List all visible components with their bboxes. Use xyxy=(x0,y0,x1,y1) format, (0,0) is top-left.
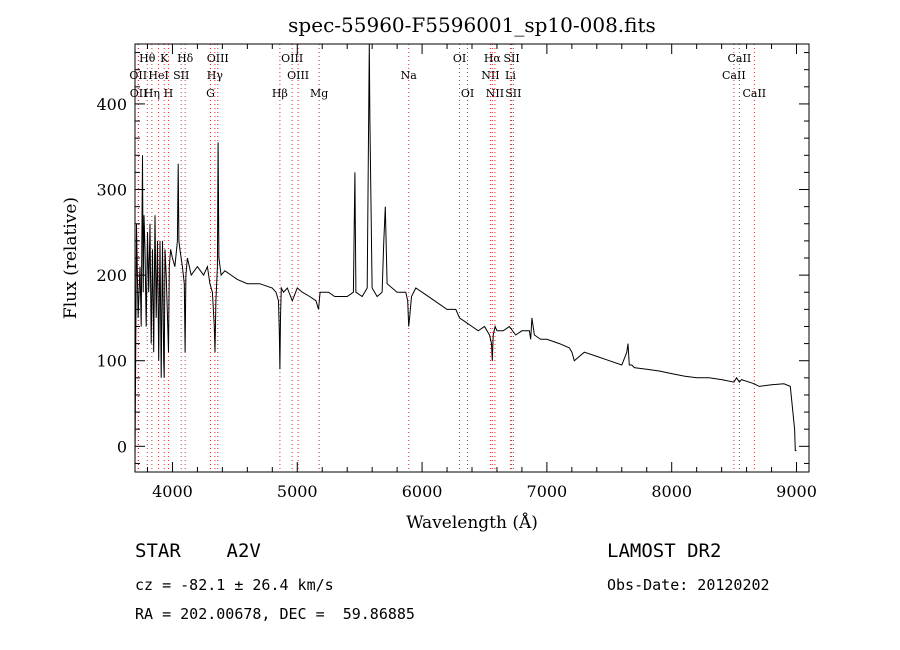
y-tick-label: 0 xyxy=(117,437,127,456)
marker-label: NII xyxy=(486,87,504,100)
redshift-velocity: cz = -82.1 ± 26.4 km/s xyxy=(135,576,334,594)
marker-label: Hγ xyxy=(207,69,224,82)
observation-date: Obs-Date: 20120202 xyxy=(607,576,770,594)
x-tick-label: 6000 xyxy=(402,482,443,501)
spectrum-chart: spec-55960-F5596001_sp10-008.fits Hθ K Hδ O… xyxy=(61,13,817,533)
marker-label: OIII xyxy=(287,69,309,82)
marker-label: K xyxy=(160,52,169,65)
x-axis: 4000 5000 6000 7000 8000 9000 xyxy=(146,44,817,501)
marker-label: Hα xyxy=(484,52,502,65)
marker-label: OI xyxy=(453,52,466,65)
marker-label: Hδ xyxy=(177,52,194,65)
marker-label: HeI xyxy=(148,69,168,82)
marker-label: NII xyxy=(481,69,499,82)
coordinates: RA = 202.00678, DEC = 59.86885 xyxy=(135,605,415,623)
marker-label: H xyxy=(164,87,174,100)
spectrum-line xyxy=(134,43,797,464)
x-tick-label: 8000 xyxy=(651,482,692,501)
marker-label: G xyxy=(206,87,215,100)
plot-frame xyxy=(134,43,810,473)
x-axis-label: Wavelength (Å) xyxy=(406,512,538,533)
x-tick-label: 5000 xyxy=(277,482,318,501)
marker-label: CaII xyxy=(722,69,746,82)
object-class: STAR A2V xyxy=(135,540,261,562)
y-axis: 0 100 200 300 400 xyxy=(96,52,809,464)
y-axis-label: Flux (relative) xyxy=(61,197,81,319)
marker-label: OII xyxy=(129,69,147,82)
x-tick-label: 7000 xyxy=(527,482,568,501)
marker-label: Mg xyxy=(310,87,328,100)
marker-label: Li xyxy=(505,69,516,82)
marker-label: SII xyxy=(503,52,519,65)
marker-label: CaII xyxy=(728,52,752,65)
marker-label: Hβ xyxy=(272,87,288,100)
marker-label: Hη xyxy=(144,87,160,100)
y-tick-label: 300 xyxy=(96,181,127,200)
y-tick-label: 100 xyxy=(96,352,127,371)
marker-label: Na xyxy=(401,69,418,82)
marker-label: OIII xyxy=(281,52,303,65)
x-tick-label: 4000 xyxy=(152,482,193,501)
y-tick-label: 400 xyxy=(96,95,127,114)
marker-label: Hθ xyxy=(139,52,156,65)
marker-label: CaII xyxy=(742,87,766,100)
chart-title: spec-55960-F5596001_sp10-008.fits xyxy=(288,13,656,37)
emission-line-markers xyxy=(137,44,755,472)
survey-name: LAMOST DR2 xyxy=(607,540,722,562)
marker-label: OI xyxy=(461,87,474,100)
marker-label: SII xyxy=(173,69,189,82)
marker-label: OII xyxy=(130,87,148,100)
x-tick-label: 9000 xyxy=(776,482,817,501)
marker-label: SII xyxy=(505,87,521,100)
y-tick-label: 200 xyxy=(96,266,127,285)
marker-label: OIII xyxy=(207,52,229,65)
